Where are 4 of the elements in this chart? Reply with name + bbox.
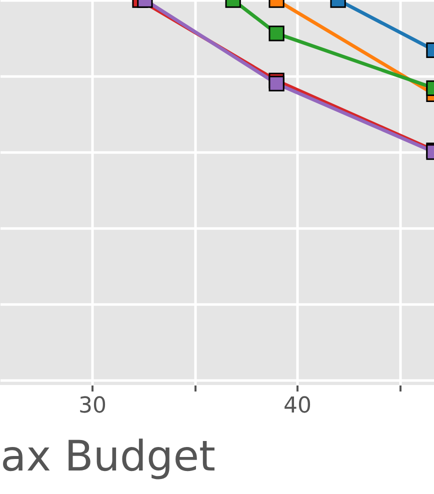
x-tick-label: 40 <box>284 394 312 418</box>
point <box>268 76 284 92</box>
x-axis-title: ax Budget <box>0 432 216 480</box>
x-tick-label: 30 <box>78 394 107 418</box>
